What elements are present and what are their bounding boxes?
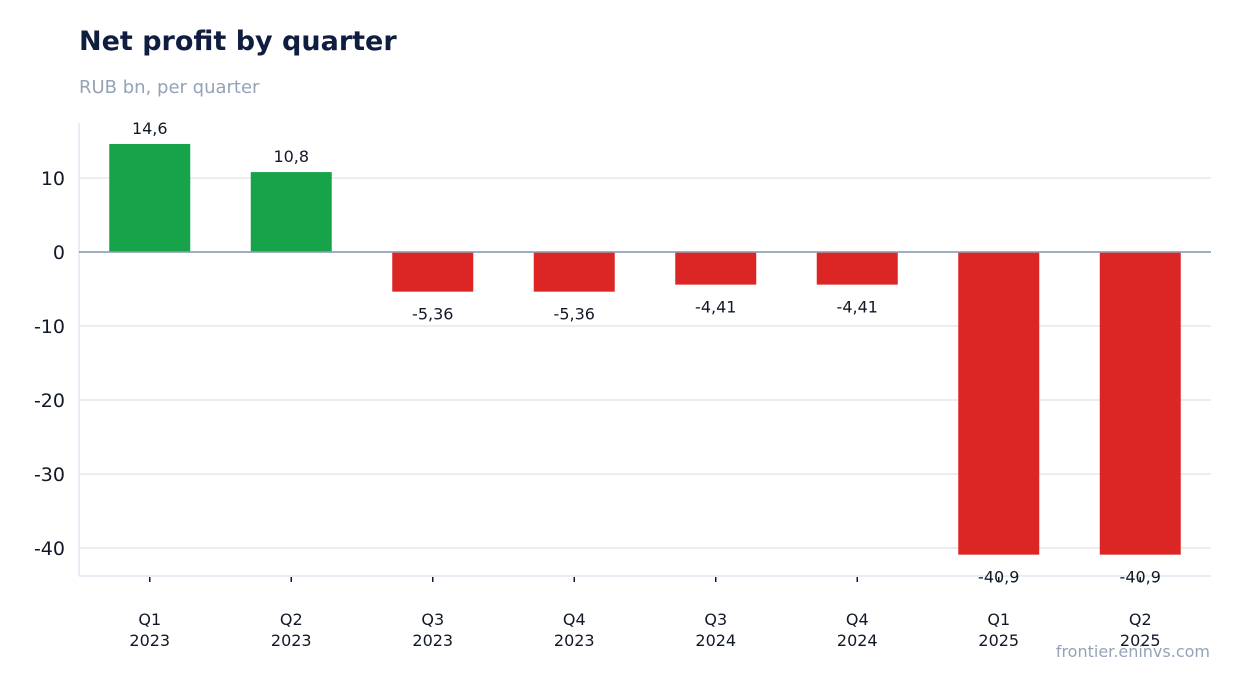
y-tick-label: -40	[34, 538, 65, 560]
bar	[816, 252, 898, 285]
x-tick-label: Q1 2023	[129, 610, 170, 650]
chart-title: Net profit by quarter	[79, 26, 397, 57]
source-footer: frontier.eninvs.com	[1055, 642, 1210, 661]
data-label: -40,9	[978, 568, 1019, 587]
data-label: -40,9	[1120, 568, 1161, 587]
y-tick-label: -30	[34, 464, 65, 486]
x-tick-label: Q3 2024	[695, 610, 736, 650]
y-tick-label: 10	[41, 168, 65, 190]
bar	[250, 172, 332, 252]
y-tick-label: -10	[34, 316, 65, 338]
data-label: -5,36	[412, 305, 453, 324]
bar	[1099, 252, 1181, 555]
x-tick-label: Q2 2025	[1120, 610, 1161, 650]
data-label: 10,8	[273, 147, 309, 166]
bars	[109, 143, 1181, 555]
bar	[392, 252, 474, 292]
bar	[958, 252, 1040, 555]
y-tick-label: -20	[34, 390, 65, 412]
data-label: -4,41	[837, 298, 878, 317]
axes	[78, 123, 1211, 582]
y-tick-label: 0	[53, 242, 65, 264]
labels: 10 0 -10 -20 -30 -40 14,6 Q1 2023 10,8 Q2 2023 -5,36…	[34, 119, 1211, 650]
data-label: 14,6	[132, 119, 168, 138]
x-tick-label: Q2 2023	[271, 610, 312, 650]
bar	[675, 252, 757, 285]
bar	[109, 143, 191, 252]
x-tick-label: Q4 2023	[554, 610, 595, 650]
x-tick-label: Q4 2024	[837, 610, 878, 650]
grid-lines	[79, 177, 1211, 549]
x-tick-label: Q1 2025	[978, 610, 1019, 650]
bar	[533, 252, 615, 292]
data-label: -5,36	[554, 305, 595, 324]
x-tick-label: Q3 2023	[412, 610, 453, 650]
data-label: -4,41	[695, 298, 736, 317]
chart-subtitle: RUB bn, per quarter	[79, 77, 260, 98]
